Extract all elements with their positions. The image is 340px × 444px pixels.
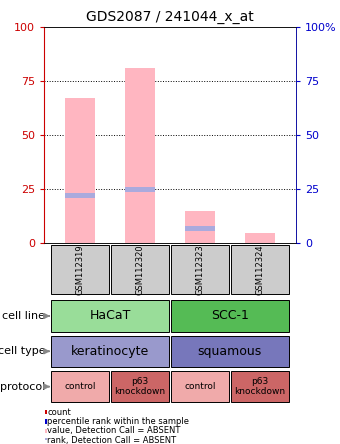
Bar xyxy=(231,371,289,402)
Text: SCC-1: SCC-1 xyxy=(211,309,249,322)
Bar xyxy=(125,186,155,192)
Text: count: count xyxy=(47,408,71,416)
Bar xyxy=(46,410,47,414)
Bar xyxy=(171,336,289,367)
Text: GSM112323: GSM112323 xyxy=(195,245,204,295)
Text: cell line: cell line xyxy=(2,311,46,321)
Text: GSM112324: GSM112324 xyxy=(255,245,265,295)
Bar xyxy=(111,371,169,402)
Bar xyxy=(185,226,215,231)
Text: cell type: cell type xyxy=(0,346,46,356)
Text: percentile rank within the sample: percentile rank within the sample xyxy=(47,417,189,426)
Bar xyxy=(111,246,169,294)
Title: GDS2087 / 241044_x_at: GDS2087 / 241044_x_at xyxy=(86,10,254,24)
Text: control: control xyxy=(184,382,216,391)
Bar xyxy=(185,211,215,243)
Text: HaCaT: HaCaT xyxy=(89,309,131,322)
Bar xyxy=(51,371,109,402)
Text: protocol: protocol xyxy=(0,381,46,392)
Text: rank, Detection Call = ABSENT: rank, Detection Call = ABSENT xyxy=(47,436,176,444)
Bar xyxy=(51,300,169,332)
Bar xyxy=(171,371,229,402)
Bar xyxy=(46,419,47,424)
Text: GSM112319: GSM112319 xyxy=(75,245,85,295)
Bar xyxy=(51,246,109,294)
Text: value, Detection Call = ABSENT: value, Detection Call = ABSENT xyxy=(47,426,181,436)
Bar xyxy=(65,98,95,243)
Text: p63
knockdown: p63 knockdown xyxy=(234,377,285,396)
Bar xyxy=(46,438,47,443)
Bar xyxy=(245,233,275,243)
Text: squamous: squamous xyxy=(198,345,262,358)
Bar xyxy=(46,429,47,433)
Bar xyxy=(125,68,155,243)
Bar xyxy=(65,193,95,198)
Bar xyxy=(171,246,229,294)
Text: p63
knockdown: p63 knockdown xyxy=(115,377,166,396)
Text: GSM112320: GSM112320 xyxy=(136,245,144,295)
Text: keratinocyte: keratinocyte xyxy=(71,345,149,358)
Bar xyxy=(231,246,289,294)
Text: control: control xyxy=(64,382,96,391)
Bar xyxy=(51,336,169,367)
Bar xyxy=(171,300,289,332)
